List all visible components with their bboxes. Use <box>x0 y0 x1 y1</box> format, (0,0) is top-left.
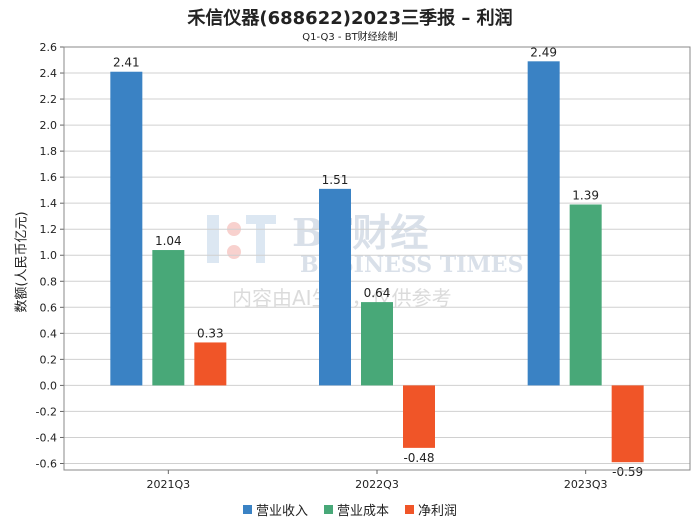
x-tick-label: 2023Q3 <box>564 478 608 491</box>
y-tick-label: 2.2 <box>40 93 58 106</box>
y-tick-label: 0.2 <box>40 353 58 366</box>
y-tick-label: -0.2 <box>36 405 57 418</box>
data-label: 0.64 <box>364 286 391 300</box>
bar <box>194 342 227 386</box>
data-label: -0.48 <box>403 451 434 465</box>
legend-item: 净利润 <box>405 500 457 519</box>
legend-swatch <box>323 505 333 514</box>
x-tick-label: 2022Q3 <box>355 478 399 491</box>
y-tick-label: 1.4 <box>40 197 58 210</box>
legend-label: 营业成本 <box>336 504 389 519</box>
bar <box>527 61 560 386</box>
data-label: 1.51 <box>322 173 349 187</box>
y-tick-label: 1.2 <box>40 223 58 236</box>
chart-legend: 营业收入 营业成本 净利润 <box>0 500 700 519</box>
y-tick-label: -0.6 <box>36 457 57 470</box>
data-label: 1.04 <box>155 234 182 248</box>
y-tick-label: 2.0 <box>40 119 58 132</box>
bar <box>403 385 435 448</box>
watermark-brand: BT财经 <box>292 210 428 255</box>
watermark-logo-dot <box>227 245 241 259</box>
y-tick-label: 0.4 <box>40 327 58 340</box>
watermark-logo-bar <box>207 215 219 263</box>
y-tick-label: 1.8 <box>40 145 58 158</box>
y-tick-label: 0.8 <box>40 275 58 288</box>
chart-subtitle: Q1-Q3 - BT财经绘制 <box>302 32 398 43</box>
data-label: 2.41 <box>113 56 140 70</box>
data-label: 1.39 <box>572 188 599 202</box>
y-tick-label: 1.6 <box>40 171 58 184</box>
bar <box>361 302 393 386</box>
legend-swatch <box>405 505 414 514</box>
y-tick-label: 0.6 <box>40 301 58 314</box>
chart-title: 禾信仪器(688622)2023三季报 – 利润 <box>187 8 513 29</box>
y-tick-label: -0.4 <box>36 431 57 444</box>
y-tick-label: 2.4 <box>40 67 58 80</box>
bar <box>152 250 185 386</box>
legend-label: 营业收入 <box>255 504 308 519</box>
bar <box>319 188 351 386</box>
y-tick-label: 2.6 <box>40 41 58 54</box>
x-tick-label: 2021Q3 <box>147 478 191 491</box>
data-label: 0.33 <box>197 326 224 340</box>
legend-swatch <box>242 505 252 514</box>
bar <box>569 204 602 386</box>
watermark-logo-bar <box>256 224 265 263</box>
y-tick-label: 0.0 <box>40 379 58 392</box>
legend-item: 营业收入 <box>242 500 308 519</box>
data-label: -0.59 <box>612 465 643 479</box>
y-tick-label: 1.0 <box>40 249 58 262</box>
legend-item: 营业成本 <box>323 500 389 519</box>
legend-label: 净利润 <box>418 504 458 519</box>
data-label: 2.49 <box>530 45 557 59</box>
bar <box>110 71 143 386</box>
watermark-logo-bar <box>246 215 276 224</box>
bar <box>611 385 644 463</box>
